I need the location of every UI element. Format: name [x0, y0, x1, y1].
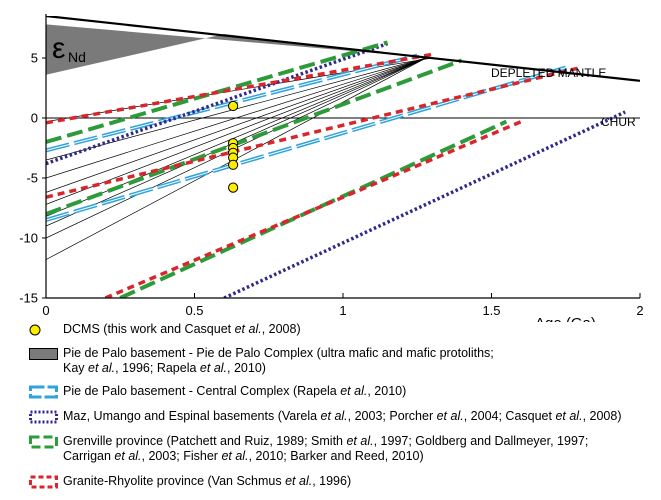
- model-age-line-3: [46, 57, 427, 193]
- model-age-line-4: [46, 57, 427, 205]
- y-axis-label-subscript: Nd: [68, 49, 86, 65]
- y-axis-label-symbol: ε: [52, 32, 65, 65]
- legend-label-pdp: Pie de Palo basement - Pie de Palo Compl…: [63, 346, 494, 375]
- legend-label-maz: Maz, Umango and Espinal basements (Varel…: [63, 409, 622, 423]
- chart: 0 0.5 1 1.5 2 5 0 -5 -10 -15 Age (Ga) εNd DEPLETED M…: [19, 14, 644, 322]
- dash-red-line-1: [46, 52, 433, 125]
- yellow-circle-icon: [29, 324, 41, 336]
- x-axis-label: Age (Ga): [535, 315, 596, 322]
- x-tick-label: 1.5: [482, 303, 500, 318]
- dot-navy-line-1: [46, 41, 389, 166]
- blue-dash-box-icon: [29, 385, 58, 399]
- red-dash-box-icon: [29, 475, 58, 489]
- x-tick-label: 0.5: [185, 303, 203, 318]
- x-tick-label: 1: [339, 303, 346, 318]
- y-tick-label: -5: [26, 171, 38, 186]
- y-tick-label: 0: [31, 111, 38, 126]
- y-tick-label: -10: [19, 231, 38, 246]
- green-dash-box-icon: [29, 435, 58, 449]
- dot-navy-line-2: [223, 110, 626, 298]
- legend-label-grenville: Grenville province (Patchett and Ruiz, 1…: [63, 434, 589, 463]
- dcms-point: [228, 100, 239, 112]
- model-age-line-2: [46, 57, 427, 179]
- y-tick-label: -15: [19, 291, 38, 306]
- depleted-mantle-label: DEPLETED MANTLE: [491, 66, 606, 80]
- y-tick-label: 5: [31, 51, 38, 66]
- gray-box-icon: [29, 348, 58, 360]
- chur-label: CHUR: [601, 115, 636, 129]
- x-tick-label: 0: [42, 303, 49, 318]
- dash-red-line-2: [46, 65, 582, 199]
- depleted-mantle-line: [46, 16, 640, 82]
- dcms-point: [228, 182, 239, 193]
- x-tick-label: 2: [636, 303, 643, 318]
- dash-green-line-2: [46, 58, 463, 216]
- legend-label-dcms: DCMS (this work and Casquet et al., 2008…: [63, 322, 301, 336]
- navy-dot-box-icon: [29, 410, 58, 424]
- pie-de-palo-complex-area: [46, 24, 433, 75]
- dash-green-line-3: [119, 119, 508, 298]
- dcms-point: [228, 159, 239, 170]
- legend-label-granite: Granite-Rhyolite province (Van Schmus et…: [63, 474, 352, 488]
- dash-red-line-3: [104, 119, 522, 298]
- legend-label-central: Pie de Palo basement - Central Complex (…: [63, 384, 407, 398]
